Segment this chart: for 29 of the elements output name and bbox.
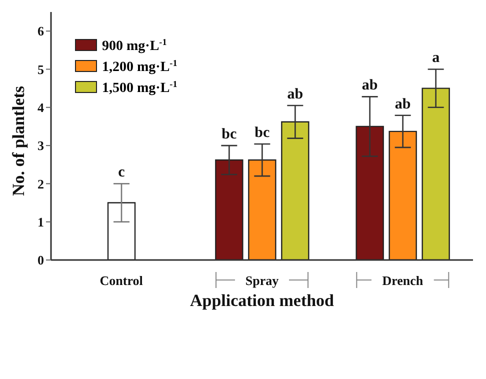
bar bbox=[422, 88, 450, 260]
bar bbox=[107, 202, 136, 260]
y-axis-title: No. of plantlets bbox=[9, 86, 28, 196]
data-label: ab bbox=[362, 78, 378, 94]
y-tick-label: 5 bbox=[38, 62, 44, 77]
data-label: c bbox=[118, 164, 126, 181]
y-tick-label: 1 bbox=[38, 214, 44, 230]
y-tick-label: 4 bbox=[38, 100, 44, 115]
y-tick-label: 0 bbox=[38, 252, 44, 268]
data-label: ab bbox=[287, 86, 304, 102]
y-tick-label: 6 bbox=[38, 24, 44, 39]
bar bbox=[388, 130, 417, 260]
bar bbox=[215, 159, 244, 260]
y-tick-label: 3 bbox=[38, 138, 44, 154]
legend-label: 1,500 mg·L$^{-1}$ bbox=[102, 78, 178, 96]
x-tick-label: Control bbox=[100, 273, 144, 288]
bar bbox=[356, 126, 384, 260]
y-tick-label: 2 bbox=[38, 176, 44, 192]
bar bbox=[248, 159, 276, 260]
data-label: a bbox=[432, 50, 440, 66]
x-tick-label: Drench bbox=[382, 273, 424, 288]
legend-label: 900 mg·L$^{-1}$ bbox=[102, 36, 168, 54]
data-label: bc bbox=[254, 125, 270, 142]
data-label: bc bbox=[222, 126, 238, 143]
data-label: ab bbox=[394, 96, 411, 112]
legend-label: 1,200 mg·L$^{-1}$ bbox=[102, 58, 178, 74]
x-axis-title: Application method bbox=[190, 291, 335, 310]
x-tick-label: Spray bbox=[245, 273, 280, 288]
bar bbox=[281, 121, 310, 260]
